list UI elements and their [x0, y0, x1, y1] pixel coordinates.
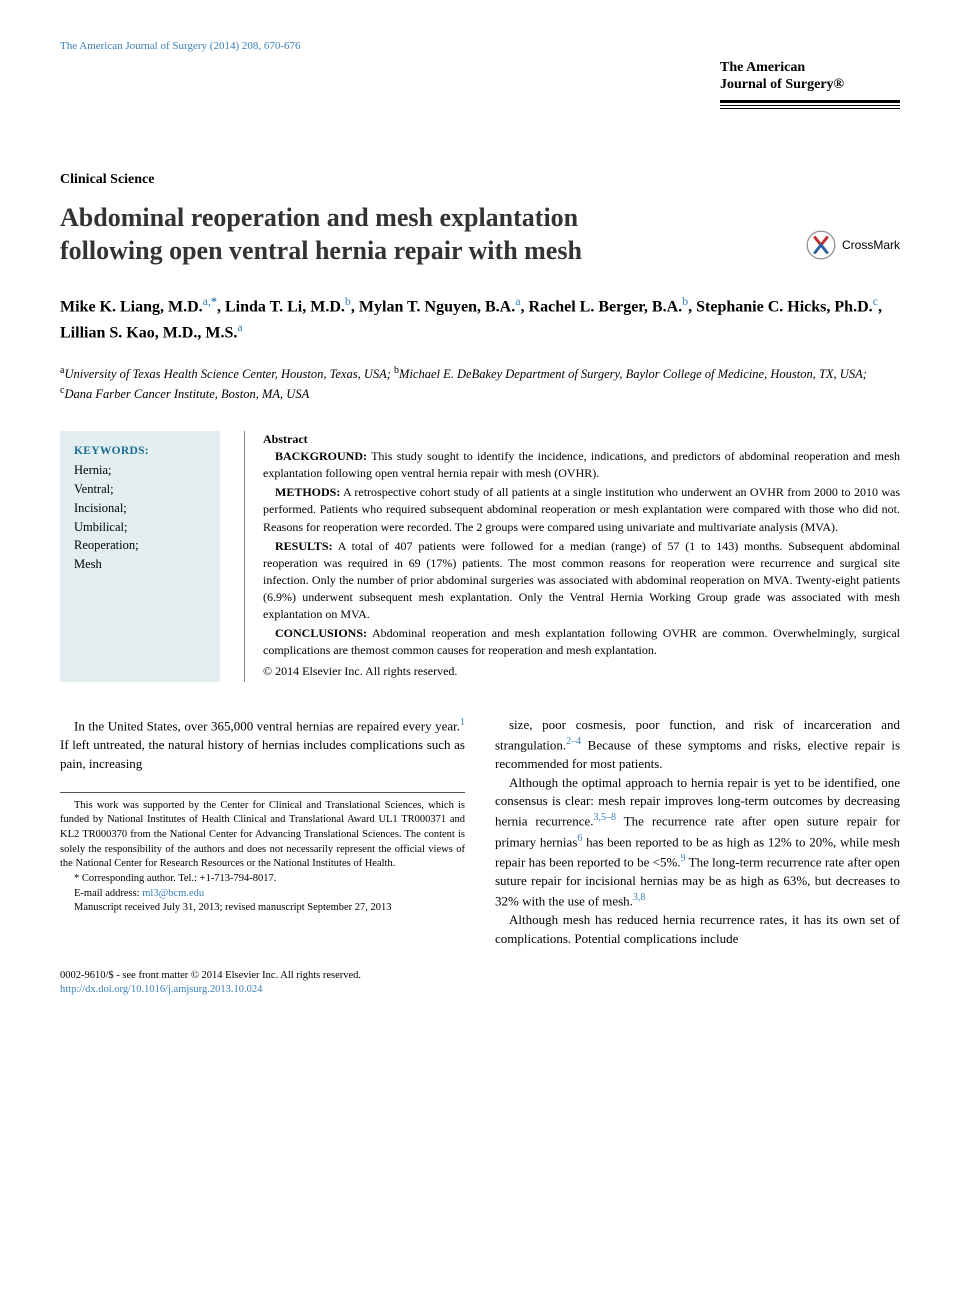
corresponding-note: * Corresponding author. Tel.: +1-713-794…: [60, 872, 465, 887]
article-title: Abdominal reoperation and mesh explantat…: [60, 202, 680, 267]
page-footer: 0002-9610/$ - see front matter © 2014 El…: [60, 969, 900, 998]
abstract-box: Abstract BACKGROUND: This study sought t…: [244, 431, 900, 681]
manuscript-note: Manuscript received July 31, 2013; revis…: [60, 901, 465, 916]
body-paragraph: size, poor cosmesis, poor function, and …: [495, 716, 900, 774]
front-matter-line: 0002-9610/$ - see front matter © 2014 El…: [60, 969, 900, 984]
body-columns: In the United States, over 365,000 ventr…: [60, 716, 900, 949]
affiliations: aUniversity of Texas Health Science Cent…: [60, 364, 900, 403]
doi-link[interactable]: http://dx.doi.org/10.1016/j.amjsurg.2013…: [60, 983, 900, 998]
rule-thin: [720, 108, 900, 109]
abstract-results: RESULTS: A total of 407 patients were fo…: [263, 538, 900, 623]
abstract-heading: Abstract: [263, 431, 900, 448]
journal-reference[interactable]: The American Journal of Surgery (2014) 2…: [60, 40, 900, 52]
funding-note: This work was supported by the Center fo…: [60, 799, 465, 872]
crossmark-icon: [806, 230, 836, 260]
abstract-copyright: © 2014 Elsevier Inc. All rights reserved…: [263, 663, 900, 680]
keywords-list: Hernia;Ventral;Incisional;Umbilical;Reop…: [74, 461, 206, 574]
body-paragraph: In the United States, over 365,000 ventr…: [60, 716, 465, 774]
body-paragraph: Although mesh has reduced hernia recurre…: [495, 911, 900, 949]
footnotes: This work was supported by the Center fo…: [60, 792, 465, 917]
body-paragraph: Although the optimal approach to hernia …: [495, 774, 900, 911]
section-label: Clinical Science: [60, 172, 900, 188]
rule-thin: [720, 105, 900, 106]
abstract-background: BACKGROUND: This study sought to identif…: [263, 448, 900, 482]
email-link[interactable]: ml3@bcm.edu: [142, 888, 204, 899]
abstract-methods: METHODS: A retrospective cohort study of…: [263, 484, 900, 535]
journal-name-line1: The American: [720, 60, 900, 77]
crossmark-label: CrossMark: [842, 238, 900, 252]
authors-list: Mike K. Liang, M.D.a,*, Linda T. Li, M.D…: [60, 293, 900, 344]
journal-title-box: The American Journal of Surgery®: [720, 60, 900, 111]
crossmark-badge[interactable]: CrossMark: [806, 230, 900, 260]
keywords-box: KEYWORDS: Hernia;Ventral;Incisional;Umbi…: [60, 431, 220, 681]
rule-thick: [720, 100, 900, 103]
left-column: In the United States, over 365,000 ventr…: [60, 716, 465, 949]
email-note: E-mail address: ml3@bcm.edu: [60, 887, 465, 902]
keywords-heading: KEYWORDS:: [74, 445, 206, 457]
abstract-conclusions: CONCLUSIONS: Abdominal reoperation and m…: [263, 625, 900, 659]
right-column: size, poor cosmesis, poor function, and …: [495, 716, 900, 949]
abstract-block: KEYWORDS: Hernia;Ventral;Incisional;Umbi…: [60, 431, 900, 681]
journal-name-line2: Journal of Surgery®: [720, 77, 900, 94]
